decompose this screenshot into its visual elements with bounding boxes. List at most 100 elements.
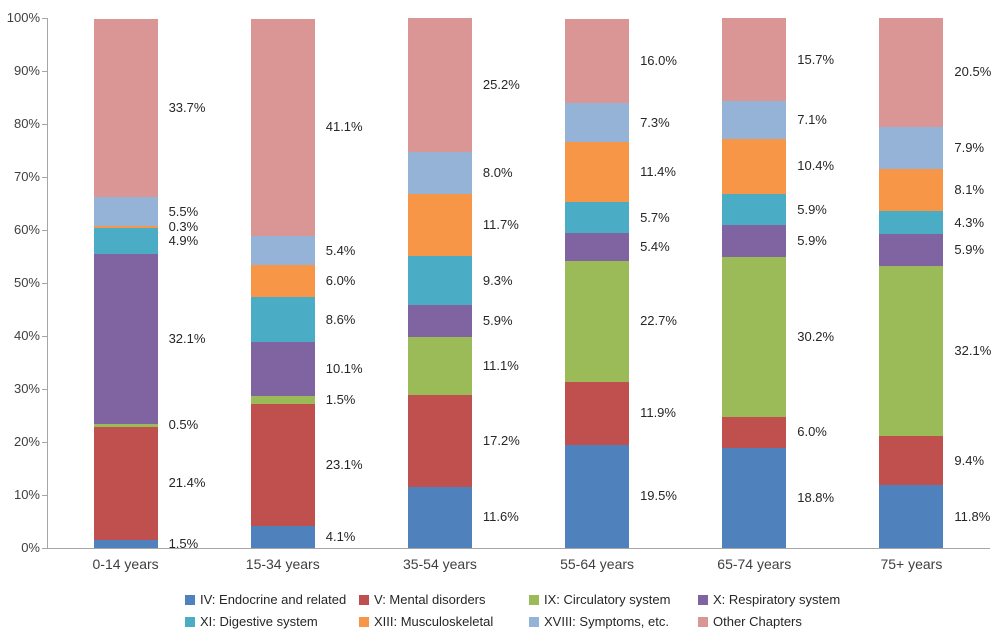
bar-segment <box>722 193 787 226</box>
bar-segment <box>250 395 315 404</box>
bar-segment <box>250 403 315 527</box>
data-label: 5.4% <box>325 242 356 258</box>
legend-swatch <box>185 594 195 605</box>
legend-item: IX: Circulatory system <box>529 592 698 607</box>
data-label: 0.3% <box>168 219 199 235</box>
bar-slot: 18.8% 6.0% 30.2% 5.9% 5.9% 10.4% 7.1% 15.7% <box>676 18 835 548</box>
data-label: 5.9% <box>482 312 513 328</box>
legend-swatch <box>185 616 195 627</box>
y-tick-mark <box>42 283 47 284</box>
legend-item: Other Chapters <box>698 614 840 629</box>
bar-segment <box>879 234 944 266</box>
legend-swatch <box>529 616 539 627</box>
bar-slot: 11.6% 17.2% 11.1% 5.9% 9.3% 11.7% 8.0% 25.2% <box>361 18 520 548</box>
bar-segment <box>407 336 472 396</box>
bar-segment <box>879 435 944 486</box>
data-label: 5.9% <box>954 241 985 257</box>
data-label: 11.8% <box>954 508 991 524</box>
x-category-label: 15-34 years <box>245 556 320 572</box>
y-tick-label: 20% <box>13 434 40 449</box>
bar-0-14-years <box>93 18 158 548</box>
data-label: 16.0% <box>640 52 677 68</box>
data-label: 15.7% <box>797 51 835 67</box>
y-tick-label: 80% <box>13 116 40 131</box>
legend-label: V: Mental disorders <box>374 592 486 607</box>
legend-item: IV: Endocrine and related <box>185 592 359 607</box>
y-tick-label: 40% <box>13 328 40 343</box>
legend-item: XI: Digestive system <box>185 614 359 629</box>
legend-swatch <box>529 594 539 605</box>
bar-segment <box>93 253 158 424</box>
data-label: 20.5% <box>954 64 992 80</box>
y-tick-label: 50% <box>13 275 40 290</box>
bar-segment <box>250 526 315 548</box>
data-label: 5.7% <box>640 209 670 225</box>
bar-segment <box>250 264 315 297</box>
data-label: 11.4% <box>640 164 676 180</box>
bar-segment <box>722 448 787 548</box>
bar-segment <box>565 232 630 262</box>
data-label: 11.1% <box>482 357 519 373</box>
x-category-label: 65-74 years <box>717 556 792 572</box>
y-tick-label: 100% <box>6 10 40 25</box>
data-label: 10.1% <box>325 361 363 377</box>
legend-swatch <box>698 594 708 605</box>
bar-segment <box>879 211 944 235</box>
x-category-label: 75+ years <box>880 556 943 572</box>
data-label: 7.9% <box>954 139 985 155</box>
y-tick-mark <box>42 336 47 337</box>
data-label: 32.1% <box>168 330 206 346</box>
bar-slot: 19.5% 11.9% 22.7% 5.4% 5.7% 11.4% 7.3% 16.0% <box>519 18 677 548</box>
bar-slot: 4.1% 23.1% 1.5% 10.1% 8.6% 6.0% 5.4% 41.1% <box>204 18 363 548</box>
data-label: 10.4% <box>797 158 835 174</box>
bar-segment <box>565 381 630 445</box>
data-label: 1.5% <box>325 391 356 407</box>
y-tick-mark <box>42 548 47 549</box>
data-label: 5.9% <box>797 232 827 248</box>
bar-segment <box>879 126 944 169</box>
bar-segment <box>722 416 787 449</box>
bar-segment <box>407 395 472 487</box>
data-label: 30.2% <box>797 328 835 344</box>
legend-swatch <box>698 616 708 627</box>
bar-segment <box>722 101 787 139</box>
data-label: 8.1% <box>954 181 985 197</box>
bar-segment <box>879 18 944 127</box>
bar-segment <box>93 540 158 548</box>
bar-slot: 11.8% 9.4% 32.1% 5.9% 4.3% 8.1% 7.9% 20.5% <box>833 18 992 548</box>
bar-75-years <box>879 18 944 548</box>
y-tick-mark <box>42 495 47 496</box>
bar-segment <box>565 261 630 382</box>
bar-segment <box>565 18 630 104</box>
data-label: 6.0% <box>325 272 356 288</box>
x-axis-line <box>47 548 990 549</box>
bar-segment <box>879 485 944 548</box>
data-label: 23.1% <box>325 457 363 473</box>
x-category-label: 35-54 years <box>402 556 477 572</box>
bar-segment <box>93 426 158 541</box>
data-label: 5.4% <box>640 238 670 254</box>
data-label: 7.1% <box>797 112 827 128</box>
bar-segment <box>565 103 630 143</box>
x-category-label: 0-14 years <box>92 556 159 572</box>
bar-segment <box>93 424 158 427</box>
bar-35-54-years <box>407 18 472 548</box>
y-tick-mark <box>42 18 47 19</box>
data-label: 8.0% <box>482 164 513 180</box>
bar-segment <box>722 18 787 102</box>
y-tick-label: 90% <box>13 63 40 78</box>
y-tick-label: 70% <box>13 169 40 184</box>
bar-segment <box>722 225 787 257</box>
legend-label: Other Chapters <box>713 614 802 629</box>
y-axis-line <box>47 18 48 549</box>
y-tick-mark <box>42 124 47 125</box>
bar-segment <box>93 227 158 254</box>
y-tick-mark <box>42 177 47 178</box>
y-tick-label: 30% <box>13 381 40 396</box>
bar-segment <box>565 444 630 548</box>
data-label: 8.6% <box>325 311 356 327</box>
bar-segment <box>565 142 630 203</box>
bar-segment <box>250 236 315 265</box>
bar-segment <box>407 255 472 306</box>
bar-segment <box>407 193 472 256</box>
